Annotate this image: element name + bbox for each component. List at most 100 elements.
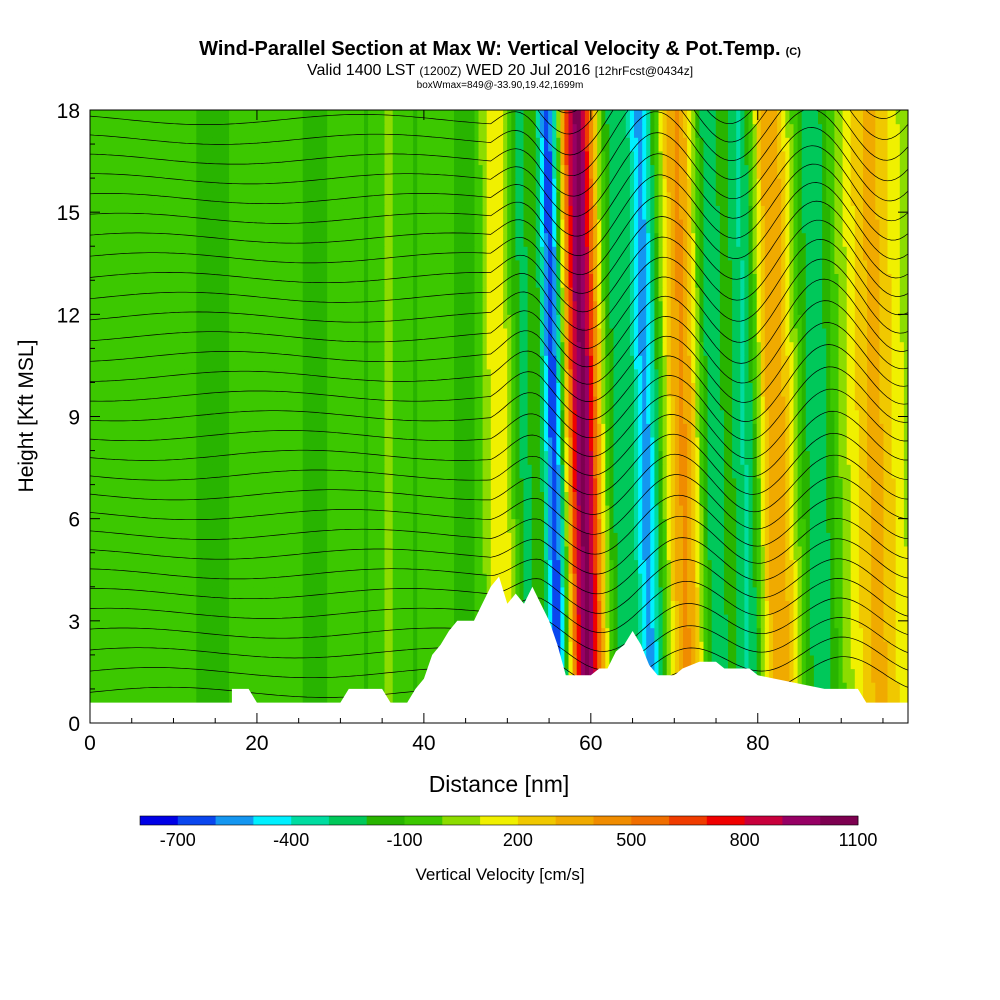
velocity-cell	[466, 505, 471, 520]
velocity-cell	[797, 600, 803, 615]
velocity-cell	[265, 641, 271, 656]
velocity-cell	[441, 450, 447, 465]
velocity-cell	[584, 464, 590, 479]
velocity-cell	[744, 532, 750, 547]
velocity-cell	[711, 477, 717, 492]
velocity-cell	[830, 450, 835, 465]
velocity-cell	[486, 505, 492, 520]
velocity-cell	[90, 586, 95, 601]
velocity-cell	[544, 545, 549, 561]
velocity-cell	[871, 627, 876, 642]
velocity-cell	[564, 600, 570, 615]
velocity-cell	[666, 654, 672, 670]
velocity-cell	[225, 627, 230, 642]
velocity-cell	[249, 654, 255, 670]
velocity-cell	[867, 423, 872, 438]
velocity-cell	[891, 682, 897, 697]
velocity-cell	[748, 505, 754, 520]
velocity-cell	[388, 396, 394, 411]
velocity-cell	[666, 600, 672, 615]
velocity-cell	[233, 545, 238, 561]
velocity-cell	[544, 477, 549, 492]
velocity-cell	[646, 614, 651, 629]
velocity-cell	[466, 396, 471, 411]
velocity-cell	[568, 586, 574, 601]
velocity-cell	[613, 505, 619, 520]
velocity-cell	[568, 423, 574, 438]
velocity-cell	[294, 532, 300, 547]
velocity-cell	[204, 545, 210, 561]
velocity-cell	[539, 586, 545, 601]
velocity-cell	[773, 396, 778, 411]
velocity-cell	[454, 464, 459, 479]
velocity-cell	[858, 573, 864, 588]
velocity-cell	[282, 586, 287, 601]
velocity-cell	[805, 614, 811, 629]
velocity-cell	[196, 491, 201, 506]
velocity-cell	[875, 518, 880, 533]
velocity-cell	[863, 668, 868, 683]
velocity-cell	[90, 600, 95, 615]
velocity-cell	[229, 409, 234, 424]
velocity-cell	[548, 382, 553, 397]
velocity-cell	[364, 477, 369, 492]
velocity-cell	[237, 477, 242, 492]
velocity-cell	[94, 396, 99, 411]
velocity-cell	[760, 600, 766, 615]
velocity-cell	[163, 559, 169, 574]
velocity-cell	[662, 600, 668, 615]
velocity-cell	[126, 559, 132, 574]
velocity-cell	[212, 573, 218, 588]
velocity-cell	[703, 436, 709, 452]
velocity-cell	[822, 518, 827, 533]
velocity-cell	[376, 545, 381, 561]
velocity-cell	[278, 668, 283, 683]
velocity-cell	[135, 518, 140, 533]
velocity-cell	[429, 477, 435, 492]
velocity-cell	[233, 614, 238, 629]
velocity-cell	[740, 505, 745, 520]
velocity-cell	[396, 682, 402, 697]
velocity-cell	[548, 396, 553, 411]
velocity-cell	[703, 423, 709, 438]
velocity-cell	[343, 573, 349, 588]
velocity-cell	[212, 600, 218, 615]
velocity-cell	[768, 382, 774, 397]
velocity-cell	[756, 491, 762, 506]
velocity-cell	[270, 505, 275, 520]
velocity-cell	[98, 532, 103, 547]
velocity-cell	[253, 518, 259, 533]
velocity-cell	[359, 491, 365, 506]
velocity-cell	[826, 586, 831, 601]
velocity-cell	[237, 382, 242, 397]
velocity-cell	[752, 641, 758, 656]
velocity-cell	[421, 505, 426, 520]
velocity-cell	[478, 532, 484, 547]
velocity-cell	[642, 559, 647, 574]
velocity-cell	[899, 450, 905, 465]
velocity-cell	[515, 396, 521, 411]
velocity-cell	[871, 477, 876, 492]
velocity-cell	[719, 641, 725, 656]
velocity-cell	[728, 477, 733, 492]
velocity-cell	[638, 545, 643, 561]
velocity-cell	[314, 641, 320, 656]
velocity-cell	[122, 614, 128, 629]
velocity-cell	[474, 600, 480, 615]
velocity-cell	[691, 586, 696, 601]
velocity-cell	[237, 654, 242, 670]
velocity-cell	[245, 532, 251, 547]
velocity-cell	[372, 396, 377, 411]
velocity-cell	[674, 423, 680, 438]
velocity-cell	[368, 518, 373, 533]
velocity-cell	[781, 464, 786, 479]
velocity-cell	[147, 573, 152, 588]
velocity-cell	[503, 559, 508, 574]
velocity-cell	[724, 559, 729, 574]
velocity-cell	[748, 518, 754, 533]
velocity-cell	[605, 641, 610, 656]
velocity-cell	[261, 382, 267, 397]
velocity-cell	[822, 586, 827, 601]
velocity-cell	[785, 532, 790, 547]
velocity-cell	[282, 641, 287, 656]
